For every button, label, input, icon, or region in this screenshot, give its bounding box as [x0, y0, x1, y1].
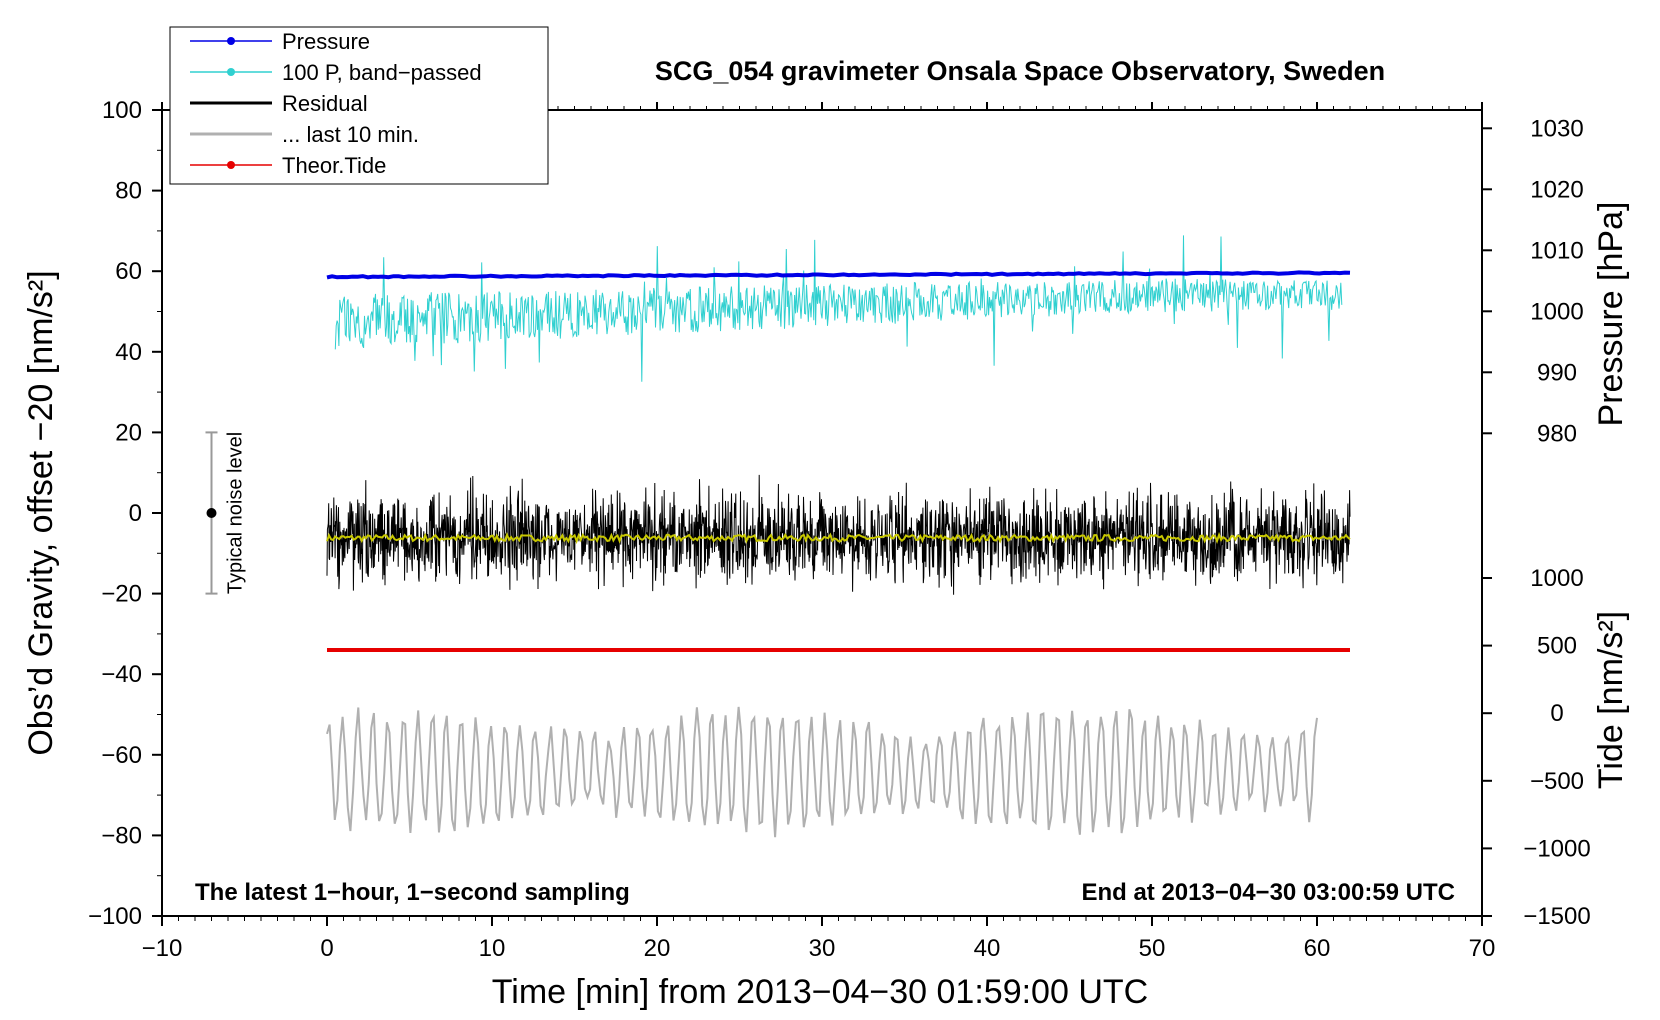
legend-marker	[227, 161, 235, 169]
x-axis-label: Time [min] from 2013−04−30 01:59:00 UTC	[492, 973, 1148, 1011]
pressure-tick-label: 1010	[1530, 237, 1583, 264]
pressure-tick-label: 1030	[1530, 115, 1583, 142]
y-tick-label: −20	[101, 581, 142, 608]
legend: Pressure 100 P, band−passed Residual ... la…	[169, 26, 549, 185]
pressure-tick-label: 1020	[1530, 176, 1583, 203]
x-tick-label: 10	[479, 935, 506, 962]
tide-axis-label: Tide [nm/s²]	[1592, 611, 1630, 789]
series-last-10-min	[326, 706, 1318, 838]
pressure-axis: 980 990 1000 1010 1020 1030	[1482, 115, 1584, 447]
tide-axis: −1500 −1000 −500 0 500 1000	[1482, 565, 1591, 930]
tide-tick-label: −1000	[1523, 835, 1590, 862]
legend-marker	[227, 68, 235, 76]
x-tick-label: 30	[809, 935, 836, 962]
y-tick-label: −100	[88, 903, 142, 930]
annotation-bottom-left: The latest 1−hour, 1−second sampling	[195, 879, 630, 906]
pressure-tick-label: 990	[1537, 359, 1577, 386]
tide-tick-label: −1500	[1523, 903, 1590, 930]
y-tick-label: 80	[115, 178, 142, 205]
noise-label: Typical noise level	[225, 432, 247, 594]
series-residual-smoothed	[326, 531, 1351, 545]
annotation-bottom-right: End at 2013−04−30 03:00:59 UTC	[1081, 879, 1455, 906]
legend-label: Theor.Tide	[282, 153, 386, 178]
noise-indicator: Typical noise level	[205, 431, 247, 595]
y-tick-label: 100	[102, 97, 142, 124]
legend-label: ... last 10 min.	[282, 122, 419, 147]
series-pressure	[326, 270, 1351, 280]
x-tick-label: 70	[1469, 935, 1496, 962]
legend-marker	[227, 37, 235, 45]
pressure-tick-label: 980	[1537, 420, 1577, 447]
x-tick-label: 60	[1304, 935, 1331, 962]
pressure-tick-label: 1000	[1530, 298, 1583, 325]
tide-tick-label: 500	[1537, 633, 1577, 660]
x-tick-label: −10	[142, 935, 183, 962]
legend-label: Pressure	[282, 29, 370, 54]
legend-label: Residual	[282, 91, 368, 116]
y-tick-label: 40	[115, 339, 142, 366]
y-axis-left: −100 −80 −60 −40 −20 0 20 40 60 80 100	[88, 97, 162, 930]
y-tick-label: −80	[101, 822, 142, 849]
x-tick-label: 0	[320, 935, 333, 962]
x-axis: −10 0 10 20 30 40 50 60 70	[142, 102, 1496, 962]
y-tick-label: 20	[115, 419, 142, 446]
noise-center-dot	[206, 508, 217, 518]
tide-tick-label: 0	[1550, 700, 1563, 727]
tide-tick-label: 1000	[1530, 565, 1583, 592]
y-tick-label: −60	[101, 742, 142, 769]
x-tick-label: 40	[974, 935, 1001, 962]
legend-box	[169, 26, 549, 185]
y-tick-label: 0	[129, 500, 142, 527]
chart-title: SCG_054 gravimeter Onsala Space Observat…	[655, 56, 1385, 86]
x-tick-label: 20	[644, 935, 671, 962]
pressure-axis-label: Pressure [hPa]	[1592, 202, 1630, 427]
y-tick-label: 60	[115, 258, 142, 285]
series-residual	[326, 474, 1351, 595]
y-axis-label-left: Obs’d Gravity, offset −20 [nm/s²]	[22, 270, 60, 755]
y-tick-label: −40	[101, 661, 142, 688]
x-tick-label: 50	[1139, 935, 1166, 962]
series-band-passed	[334, 235, 1343, 382]
tide-tick-label: −500	[1530, 768, 1584, 795]
data-traces	[326, 235, 1351, 838]
legend-label: 100 P, band−passed	[282, 60, 482, 85]
